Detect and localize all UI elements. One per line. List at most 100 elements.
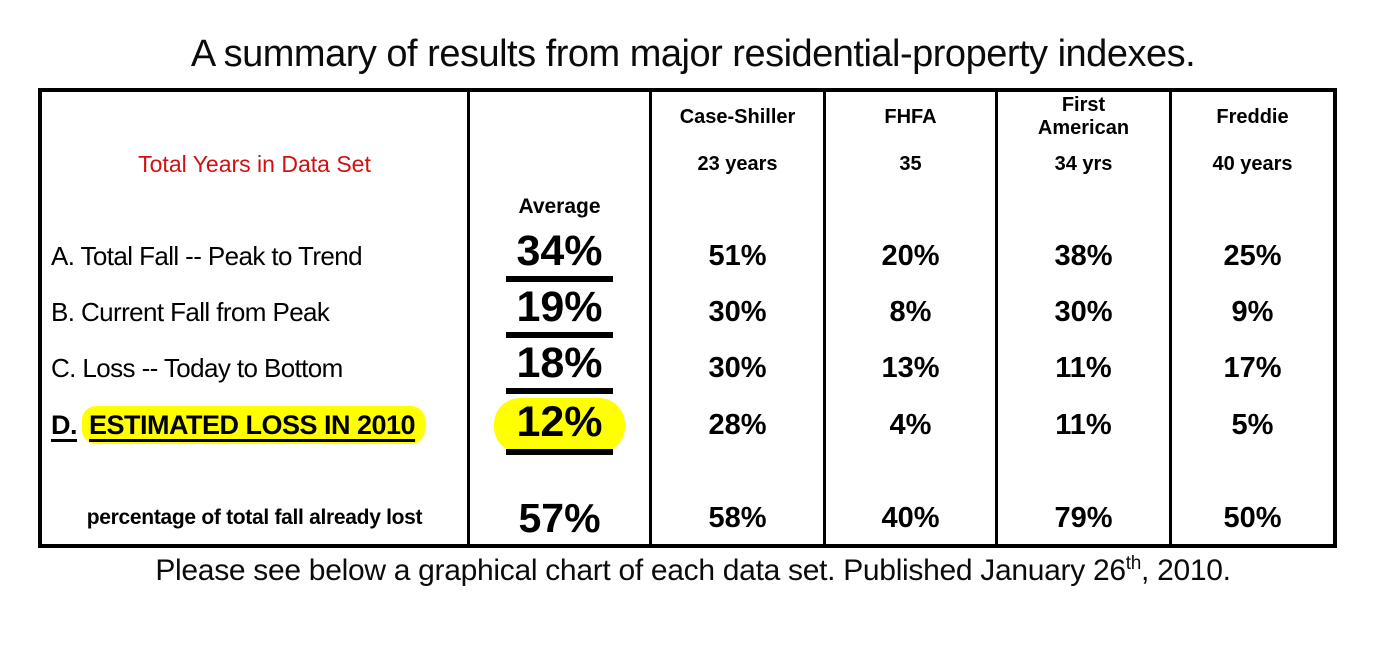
case-shiller-row-d-value: 28% — [708, 408, 767, 441]
case-shiller-bottom-value: 58% — [708, 501, 767, 534]
page-title: A summary of results from major resident… — [190, 33, 1196, 75]
row-a-label: A. Total Fall -- Peak to Trend — [51, 240, 363, 271]
average-row-b-cell: 19% — [470, 284, 649, 340]
average-header: Average — [518, 195, 601, 218]
fhfa-row-b-value: 8% — [889, 295, 932, 328]
average-bottom-cell: 57% — [470, 492, 649, 544]
spacer-cell — [470, 454, 649, 492]
freddie-row-b-value: 9% — [1231, 295, 1274, 328]
spacer-cell — [652, 454, 823, 492]
column-first-american: First American 34 yrs 38% 30% 11% 11% 79… — [998, 92, 1172, 544]
first-american-row-b-value: 30% — [1054, 295, 1113, 328]
freddie-row-d-cell: 5% — [1172, 396, 1333, 454]
spacer-cell — [826, 454, 995, 492]
average-bottom-value: 57% — [518, 494, 601, 541]
row-d-label-highlight: ESTIMATED LOSS IN 2010 — [82, 405, 426, 444]
spacer-cell — [470, 92, 649, 142]
case-shiller-row-c-value: 30% — [708, 351, 767, 384]
fhfa-bottom-cell: 40% — [826, 492, 995, 544]
first-american-years-cell: 34 yrs — [998, 142, 1169, 186]
first-american-row-c-cell: 11% — [998, 340, 1169, 396]
average-header-cell: Average — [470, 186, 649, 228]
freddie-years: 40 years — [1212, 152, 1293, 175]
first-american-row-c-value: 11% — [1055, 351, 1112, 384]
average-row-a-value: 34% — [506, 230, 613, 282]
average-row-c-value: 18% — [506, 342, 613, 394]
spacer-cell — [42, 186, 467, 228]
case-shiller-bottom-cell: 58% — [652, 492, 823, 544]
first-american-years: 34 yrs — [1054, 152, 1113, 175]
spacer-cell — [998, 454, 1169, 492]
case-shiller-years-cell: 23 years — [652, 142, 823, 186]
fhfa-years: 35 — [899, 152, 922, 175]
first-american-row-a-cell: 38% — [998, 228, 1169, 284]
spacer-cell — [1172, 454, 1333, 492]
first-american-row-d-value: 11% — [1055, 408, 1112, 441]
first-american-bottom-value: 79% — [1054, 501, 1113, 534]
average-row-c-cell: 18% — [470, 340, 649, 396]
freddie-row-a-value: 25% — [1223, 239, 1282, 272]
row-d-label-prefix: D. — [51, 409, 78, 440]
fhfa-row-d-value: 4% — [889, 408, 932, 441]
spacer-cell — [470, 142, 649, 186]
spacer-cell — [42, 454, 467, 492]
average-row-b-value: 19% — [506, 286, 613, 338]
total-years-label: Total Years in Data Set — [138, 150, 371, 177]
column-fhfa: FHFA 35 20% 8% 13% 4% 40% — [826, 92, 998, 544]
case-shiller-row-d-cell: 28% — [652, 396, 823, 454]
first-american-row-a-value: 38% — [1054, 239, 1113, 272]
freddie-header-cell: Freddie — [1172, 92, 1333, 142]
case-shiller-header: Case-Shiller — [679, 105, 796, 128]
freddie-header: Freddie — [1216, 105, 1289, 128]
spacer-cell — [652, 186, 823, 228]
summary-table: Total Years in Data Set A. Total Fall --… — [38, 88, 1337, 548]
fhfa-header: FHFA — [884, 105, 937, 128]
spacer-cell — [998, 186, 1169, 228]
spacer-cell — [1172, 186, 1333, 228]
spacer-cell — [42, 92, 467, 142]
footer-text-after: , 2010. — [1141, 554, 1231, 587]
freddie-row-b-cell: 9% — [1172, 284, 1333, 340]
average-row-a-cell: 34% — [470, 228, 649, 284]
fhfa-row-c-cell: 13% — [826, 340, 995, 396]
column-row-labels: Total Years in Data Set A. Total Fall --… — [42, 92, 470, 544]
average-row-d-cell: 12% — [470, 396, 649, 455]
average-row-d-value: 12% — [506, 397, 613, 455]
case-shiller-years: 23 years — [697, 152, 778, 175]
row-a-label-cell: A. Total Fall -- Peak to Trend — [42, 228, 467, 284]
case-shiller-row-c-cell: 30% — [652, 340, 823, 396]
case-shiller-row-b-value: 30% — [708, 295, 767, 328]
row-b-label-cell: B. Current Fall from Peak — [42, 284, 467, 340]
footer-superscript: th — [1125, 553, 1142, 574]
column-case-shiller: Case-Shiller 23 years 51% 30% 30% 28% 58… — [652, 92, 826, 544]
row-c-label: C. Loss -- Today to Bottom — [51, 352, 343, 383]
average-row-d-highlight: 12% — [494, 397, 625, 455]
fhfa-header-cell: FHFA — [826, 92, 995, 142]
fhfa-row-c-value: 13% — [881, 351, 940, 384]
first-american-row-d-cell: 11% — [998, 396, 1169, 454]
row-d-label: D. ESTIMATED LOSS IN 2010 — [51, 405, 426, 444]
case-shiller-row-a-cell: 51% — [652, 228, 823, 284]
fhfa-row-a-value: 20% — [881, 239, 940, 272]
fhfa-bottom-value: 40% — [881, 501, 940, 534]
fhfa-row-d-cell: 4% — [826, 396, 995, 454]
fhfa-row-b-cell: 8% — [826, 284, 995, 340]
freddie-row-c-value: 17% — [1223, 351, 1282, 384]
column-freddie: Freddie 40 years 25% 9% 17% 5% 50% — [1172, 92, 1333, 544]
first-american-header: First American — [1037, 94, 1130, 139]
fhfa-row-a-cell: 20% — [826, 228, 995, 284]
bottom-row-label: percentage of total fall already lost — [86, 506, 423, 529]
freddie-row-d-value: 5% — [1231, 408, 1274, 441]
fhfa-years-cell: 35 — [826, 142, 995, 186]
freddie-bottom-cell: 50% — [1172, 492, 1333, 544]
freddie-row-c-cell: 17% — [1172, 340, 1333, 396]
freddie-row-a-cell: 25% — [1172, 228, 1333, 284]
case-shiller-row-a-value: 51% — [708, 239, 767, 272]
bottom-row-label-cell: percentage of total fall already lost — [42, 492, 467, 544]
case-shiller-row-b-cell: 30% — [652, 284, 823, 340]
freddie-years-cell: 40 years — [1172, 142, 1333, 186]
column-average: Average 34% 19% 18% 12% 57% — [470, 92, 652, 544]
first-american-header-cell: First American — [998, 92, 1169, 142]
freddie-bottom-value: 50% — [1223, 501, 1282, 534]
footer-caption: Please see below a graphical chart of ea… — [0, 554, 1386, 588]
